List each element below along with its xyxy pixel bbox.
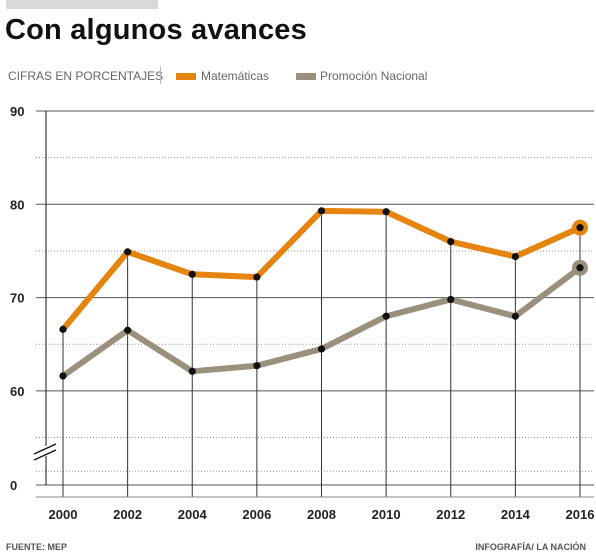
data-point (447, 295, 455, 304)
data-point (511, 252, 519, 261)
credit-note: INFOGRAFÍA/ LA NACIÓN (475, 542, 586, 552)
source-note: FUENTE: MEP (6, 542, 68, 552)
data-point (253, 362, 261, 370)
y-tick-label: 90 (10, 104, 24, 119)
chart-title: Con algunos avances (5, 14, 307, 46)
x-tick-label: 2010 (372, 507, 401, 522)
data-point (188, 367, 196, 375)
data-point (447, 238, 455, 246)
data-point (382, 312, 390, 320)
y-tick-label: 70 (10, 291, 24, 306)
legend-label-promocion: Promoción Nacional (320, 69, 428, 83)
legend-separator (160, 66, 161, 84)
x-tick-label: 2014 (501, 507, 531, 522)
legend-swatch-promocion (296, 73, 316, 80)
data-point (576, 264, 584, 272)
x-tick-label: 2016 (566, 507, 595, 522)
data-point (576, 224, 584, 232)
x-tick-label: 2002 (113, 507, 142, 522)
axis-break-mark (33, 443, 57, 455)
x-tick-label: 2000 (49, 507, 78, 522)
data-point (382, 208, 390, 216)
data-point (317, 207, 326, 215)
y-tick-label: 80 (10, 197, 24, 212)
y-tick-label: 0 (10, 478, 17, 493)
chart-subtitle: CIFRAS EN PORCENTAJES (8, 69, 164, 83)
data-point (188, 270, 196, 278)
data-point (124, 248, 132, 256)
data-point (59, 325, 67, 333)
legend-swatch-matematicas (176, 73, 196, 80)
x-tick-label: 2004 (178, 507, 208, 522)
data-point (317, 345, 326, 353)
data-point (253, 273, 261, 281)
data-point (511, 312, 519, 320)
y-tick-label: 60 (10, 384, 24, 399)
x-tick-label: 2008 (307, 507, 336, 522)
axis-break-mark (33, 449, 57, 461)
data-point (124, 326, 132, 334)
legend-label-matematicas: Matemáticas (201, 69, 270, 83)
x-tick-label: 2006 (242, 507, 271, 522)
header-bar (6, 0, 158, 9)
data-point (59, 372, 67, 380)
x-tick-label: 2012 (436, 507, 465, 522)
